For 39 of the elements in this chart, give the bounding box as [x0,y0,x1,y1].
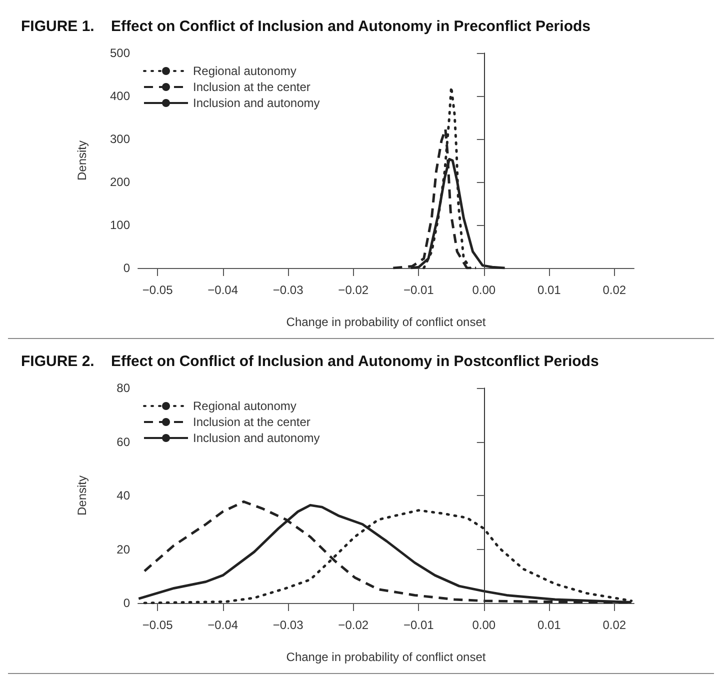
y-tick-label: 300 [110,132,130,146]
x-tick-label: −0.03 [272,618,304,632]
chart-title: FIGURE 2. Effect on Conflict of Inclusion and Autonomy in Postconflict Periods [21,353,599,370]
legend-label: Regional autonomy [193,399,296,413]
legend-label: Inclusion at the center [193,415,310,429]
x-tick-label: 0.01 [537,283,562,297]
x-tick-label: −0.02 [338,618,369,632]
legend-label: Inclusion and autonomy [193,96,320,110]
y-tick-label: 0 [123,596,130,610]
y-tick-label: 200 [110,175,130,189]
y-tick-label: 100 [110,218,130,232]
x-tick-label: −0.01 [403,283,434,297]
x-tick-label: −0.02 [338,283,369,297]
x-tick-label: 0.02 [602,618,626,632]
x-tick-label: 0.01 [537,618,562,632]
x-tick-label: −0.01 [403,618,434,632]
y-tick-label: 400 [110,89,130,103]
x-tick-label: −0.05 [142,283,174,297]
y-axis-title: Density [75,140,89,181]
y-tick-label: 40 [116,488,130,502]
x-tick-label: −0.04 [208,283,238,297]
x-tick-label: −0.03 [272,283,304,297]
y-tick-label: 500 [110,46,130,60]
y-tick-label: 20 [116,542,130,556]
legend-label: Regional autonomy [193,64,296,78]
chart-title: FIGURE 1. Effect on Conflict of Inclusion and Autonomy in Preconflict Periods [21,18,590,35]
x-tick-label: −0.04 [208,618,238,632]
y-axis-title: Density [75,475,89,516]
y-tick-label: 0 [123,261,130,275]
y-tick-label: 60 [116,434,130,449]
x-tick-label: 0.00 [472,618,496,632]
y-tick-label: 80 [116,381,130,395]
x-axis-title: Change in probability of conflict onset [286,315,486,329]
x-axis-title: Change in probability of conflict onset [286,650,486,664]
legend-label: Inclusion and autonomy [193,431,320,445]
x-tick-label: 0.02 [602,283,626,297]
legend-label: Inclusion at the center [193,80,310,94]
x-tick-label: −0.05 [142,618,174,632]
x-tick-label: 0.00 [472,283,496,297]
